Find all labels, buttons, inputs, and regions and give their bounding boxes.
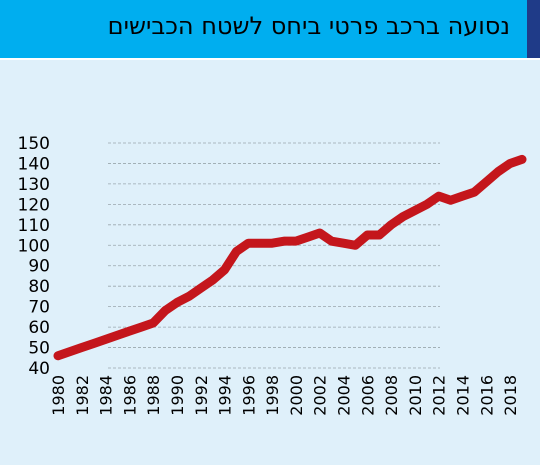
data-point (89, 339, 98, 348)
header-accent-bar (527, 0, 540, 58)
x-tick-label: 2000 (287, 375, 306, 416)
data-point (303, 233, 312, 242)
x-tick-label: 1988 (144, 375, 163, 416)
y-tick-label: 70 (28, 298, 50, 318)
data-point (268, 239, 277, 248)
header-bar (0, 0, 540, 58)
x-tick-label: 1994 (216, 375, 235, 416)
x-tick-label: 2016 (477, 375, 496, 416)
data-point (77, 343, 86, 352)
data-point (244, 239, 253, 248)
y-tick-label: 110 (18, 216, 50, 236)
data-point (458, 192, 467, 201)
data-point (482, 177, 491, 186)
x-tick-label: 1984 (97, 375, 116, 416)
y-tick-label: 50 (28, 339, 50, 359)
x-tick-label: 1982 (73, 375, 92, 416)
data-point (101, 335, 110, 344)
x-tick-label: 1992 (192, 375, 211, 416)
data-point (470, 188, 479, 197)
y-tick-label: 140 (18, 154, 50, 174)
data-point (315, 229, 324, 237)
x-tick-label: 2002 (311, 375, 330, 416)
x-tick-label: 2014 (454, 375, 473, 416)
x-tick-label: 2018 (501, 375, 520, 416)
data-point (351, 241, 360, 250)
x-tick-label: 1986 (120, 375, 139, 416)
x-tick-label: 1996 (239, 375, 258, 416)
data-point (327, 237, 336, 246)
series-line (53, 154, 527, 361)
header-divider (0, 58, 540, 60)
data-point (208, 276, 217, 285)
x-tick-label: 1980 (49, 375, 68, 416)
x-tick-label: 2006 (358, 375, 377, 416)
data-point (113, 331, 122, 340)
data-point (161, 306, 170, 315)
data-point (422, 200, 431, 209)
data-point (446, 196, 455, 205)
y-tick-label: 40 (28, 359, 50, 379)
data-point (232, 247, 241, 256)
data-point (434, 192, 443, 201)
data-point (196, 284, 205, 293)
data-point (65, 347, 74, 356)
data-point (399, 212, 408, 221)
data-point (518, 155, 526, 164)
data-point (494, 167, 503, 176)
x-tick-label: 2012 (430, 375, 449, 416)
gridlines (108, 142, 440, 369)
data-point (256, 239, 265, 248)
data-point (125, 327, 134, 336)
data-point (339, 239, 348, 248)
data-point (137, 323, 146, 332)
data-point (220, 265, 229, 274)
data-point (410, 206, 419, 215)
y-tick-label: 120 (18, 195, 50, 215)
data-point (506, 159, 515, 168)
y-tick-label: 60 (28, 318, 50, 338)
x-tick-label: 1990 (168, 375, 187, 416)
data-point (363, 231, 372, 240)
data-point (184, 292, 193, 301)
data-point (54, 351, 62, 360)
y-tick-label: 80 (28, 277, 50, 297)
data-point (280, 237, 289, 246)
x-axis-ticks: 1980 1982 1984 1986 1988 1990 1992 1994 1996 1998… (49, 375, 520, 416)
chart-title: נסועה ברכב פרטי ביחס לשטח הכבישים (107, 12, 510, 40)
y-tick-label: 150 (18, 134, 50, 154)
data-point (375, 231, 384, 240)
y-tick-label: 90 (28, 257, 50, 277)
x-tick-label: 1998 (263, 375, 282, 416)
x-tick-label: 2004 (335, 375, 354, 416)
y-tick-label: 130 (18, 175, 50, 195)
x-tick-label: 2008 (382, 375, 401, 416)
x-tick-label: 2010 (406, 375, 425, 416)
series-layer (53, 154, 527, 361)
data-point (387, 220, 396, 229)
data-point (291, 237, 300, 246)
y-tick-label: 100 (18, 236, 50, 256)
data-point (172, 298, 181, 307)
data-point (149, 319, 158, 327)
